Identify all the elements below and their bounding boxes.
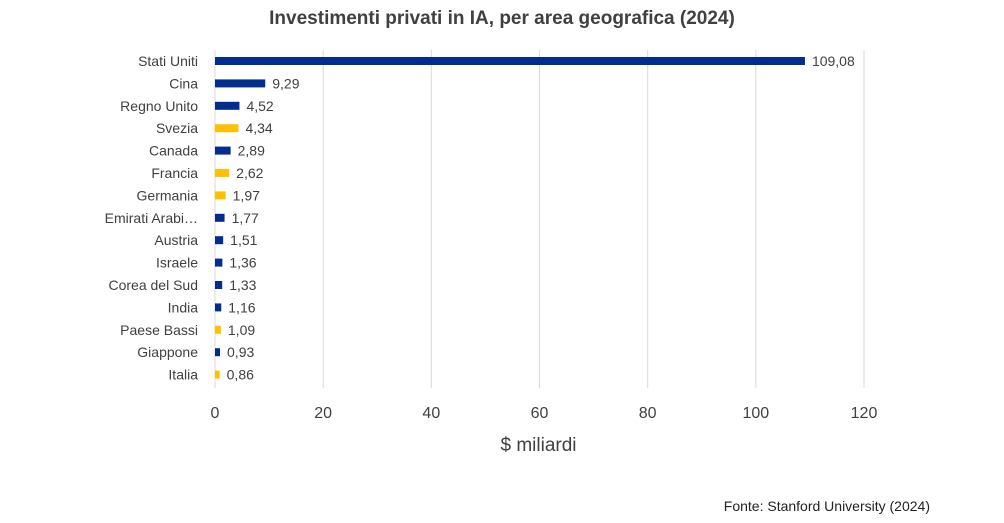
data-label: 0,93 bbox=[227, 344, 254, 360]
x-tick-label: 20 bbox=[314, 405, 332, 422]
bar bbox=[215, 348, 221, 357]
data-label: 1,16 bbox=[228, 299, 255, 315]
data-label: 1,09 bbox=[228, 322, 255, 338]
data-label: 9,29 bbox=[272, 75, 299, 91]
x-tick-label: 60 bbox=[531, 405, 549, 422]
bar bbox=[215, 213, 225, 222]
bar bbox=[215, 57, 805, 65]
data-label: 1,33 bbox=[229, 277, 256, 293]
category-label: India bbox=[168, 299, 199, 315]
x-axis-label: $ miliardi bbox=[500, 435, 576, 456]
category-label: Regno Unito bbox=[120, 98, 198, 114]
category-label: Giappone bbox=[137, 344, 198, 360]
x-tick-label: 80 bbox=[639, 405, 657, 422]
category-label: Israele bbox=[156, 255, 198, 271]
data-label: 1,51 bbox=[230, 232, 257, 248]
data-label: 2,89 bbox=[238, 143, 265, 159]
category-label: Stati Uniti bbox=[138, 53, 198, 69]
data-label: 2,62 bbox=[236, 165, 263, 181]
category-label: Cina bbox=[169, 75, 198, 91]
category-label: Germania bbox=[137, 187, 199, 203]
bar bbox=[215, 325, 221, 334]
bar bbox=[215, 124, 239, 133]
bar bbox=[215, 146, 231, 155]
category-label: Paese Bassi bbox=[120, 322, 198, 338]
category-label: Svezia bbox=[156, 120, 198, 136]
bar bbox=[215, 79, 266, 88]
bar bbox=[215, 236, 224, 245]
bar bbox=[215, 370, 220, 379]
bar bbox=[215, 169, 230, 177]
data-label: 109,08 bbox=[812, 53, 855, 69]
category-label: Italia bbox=[168, 367, 198, 383]
bar bbox=[215, 258, 223, 267]
x-tick-label: 120 bbox=[851, 405, 878, 422]
category-label: Canada bbox=[149, 143, 198, 159]
x-tick-label: 40 bbox=[422, 405, 440, 422]
bar bbox=[215, 281, 223, 289]
chart-title: Investimenti privati in IA, per area geo… bbox=[269, 8, 735, 29]
data-label: 1,97 bbox=[233, 187, 260, 203]
category-label: Emirati Arabi… bbox=[105, 210, 198, 226]
x-tick-label: 100 bbox=[742, 405, 769, 422]
bar bbox=[215, 101, 240, 110]
source-note: Fonte: Stanford University (2024) bbox=[723, 498, 930, 514]
data-label: 1,36 bbox=[229, 255, 256, 271]
data-label: 0,86 bbox=[227, 367, 254, 383]
data-label: 1,77 bbox=[232, 210, 259, 226]
category-label: Austria bbox=[154, 232, 198, 248]
bar bbox=[215, 303, 222, 312]
category-label: Francia bbox=[151, 165, 198, 181]
category-label: Corea del Sud bbox=[108, 277, 198, 293]
data-label: 4,34 bbox=[245, 120, 272, 136]
x-tick-label: 0 bbox=[211, 405, 220, 422]
bar bbox=[215, 191, 226, 200]
data-label: 4,52 bbox=[246, 98, 273, 114]
